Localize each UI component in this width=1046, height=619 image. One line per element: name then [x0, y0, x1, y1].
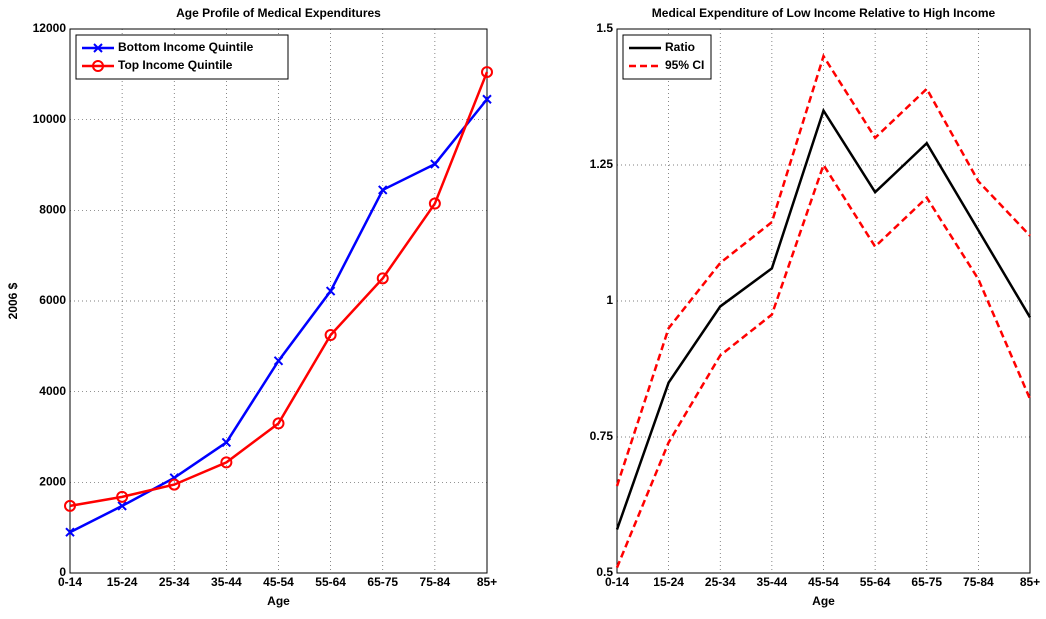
y-tick-label: 8000: [39, 203, 66, 217]
legend-label: Bottom Income Quintile: [118, 40, 254, 54]
x-tick-label: 15-24: [107, 575, 138, 589]
chart-title: Medical Expenditure of Low Income Relati…: [652, 6, 996, 20]
series-line: [615, 53, 1031, 487]
y-tick-label: 0.75: [590, 429, 614, 443]
legend-box: [75, 34, 289, 80]
marker-o: [220, 456, 233, 469]
legend-marker: [93, 43, 103, 53]
plot-frame: [69, 28, 488, 574]
legend-marker: [92, 60, 104, 72]
marker-x: [117, 501, 127, 511]
chart-title: Age Profile of Medical Expenditures: [176, 6, 381, 20]
series-line: [615, 107, 1032, 530]
y-tick-label: 1: [606, 293, 613, 307]
x-tick-label: 25-34: [705, 575, 736, 589]
marker-o: [64, 499, 76, 512]
series-line: [615, 162, 1032, 569]
marker-o: [376, 272, 389, 285]
marker-o: [168, 478, 181, 491]
marker-x: [273, 356, 284, 366]
marker-x: [65, 527, 75, 537]
y-tick-label: 1.25: [590, 157, 614, 171]
x-tick-label: 55-64: [860, 575, 891, 589]
x-tick-label: 35-44: [211, 575, 242, 589]
x-axis-label: Age: [267, 594, 290, 608]
y-tick-label: 4000: [39, 384, 66, 398]
series-line: [69, 71, 489, 508]
y-tick-label: 12000: [33, 21, 67, 35]
x-tick-label: 15-24: [653, 575, 684, 589]
marker-o: [324, 329, 337, 341]
y-tick-label: 6000: [39, 293, 66, 307]
marker-x: [430, 159, 440, 169]
marker-o: [481, 66, 493, 79]
legend-label: 95% CI: [665, 58, 704, 72]
legend-box: [622, 34, 712, 80]
x-tick-label: 0-14: [58, 575, 82, 589]
legend-label: Top Income Quintile: [118, 58, 233, 72]
marker-x: [221, 437, 232, 448]
x-tick-label: 55-64: [315, 575, 346, 589]
plot-frame: [616, 28, 1031, 574]
x-tick-label: 75-84: [420, 575, 451, 589]
marker-x: [378, 185, 388, 195]
y-tick-label: 0: [59, 565, 66, 579]
marker-x: [482, 94, 492, 104]
marker-o: [428, 197, 441, 210]
y-tick-label: 0.5: [596, 565, 613, 579]
marker-o: [116, 490, 129, 503]
x-tick-label: 85+: [1020, 575, 1040, 589]
x-tick-label: 65-75: [367, 575, 398, 589]
y-tick-label: 10000: [33, 112, 67, 126]
x-tick-label: 85+: [477, 575, 497, 589]
x-tick-label: 45-54: [263, 575, 294, 589]
x-tick-label: 25-34: [159, 575, 190, 589]
x-tick-label: 75-84: [963, 575, 994, 589]
marker-o: [272, 417, 285, 430]
y-tick-label: 2000: [39, 475, 66, 489]
marker-x: [325, 286, 336, 296]
y-axis-label: 2006 $: [6, 282, 20, 319]
x-tick-label: 45-54: [808, 575, 839, 589]
x-axis-label: Age: [812, 594, 835, 608]
y-tick-label: 1.5: [596, 21, 613, 35]
x-tick-label: 35-44: [757, 575, 788, 589]
series-line: [69, 98, 488, 534]
legend-label: Ratio: [665, 40, 695, 54]
x-tick-label: 0-14: [605, 575, 629, 589]
x-tick-label: 65-75: [911, 575, 942, 589]
